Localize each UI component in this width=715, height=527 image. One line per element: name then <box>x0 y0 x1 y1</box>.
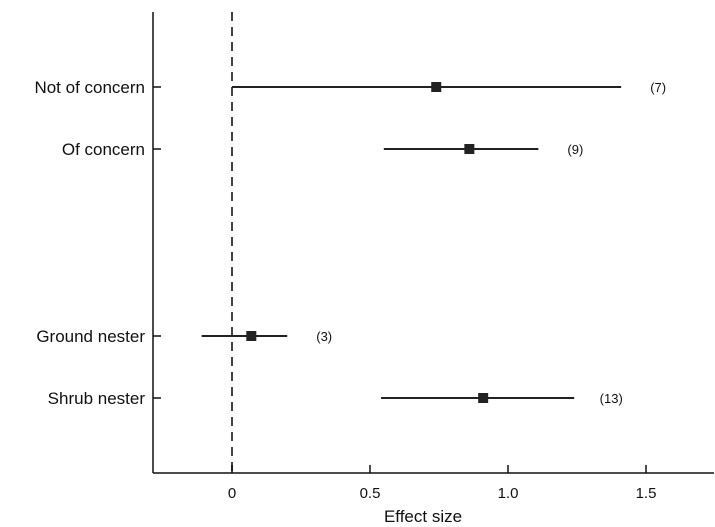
sample-size-label: (13) <box>600 391 623 406</box>
x-tick-label: 1.5 <box>636 485 657 502</box>
sample-size-label: (7) <box>650 80 666 95</box>
row-label: Not of concern <box>34 78 145 97</box>
point-estimate-marker <box>431 82 442 92</box>
sample-size-label: (3) <box>316 329 332 344</box>
forest-row: Shrub nester (13) <box>48 389 623 408</box>
x-axis-label: Effect size <box>384 507 462 526</box>
point-estimate-marker <box>246 331 257 341</box>
x-tick-label: 0.5 <box>360 485 381 502</box>
x-tick-label: 0 <box>228 485 236 502</box>
forest-rows: Not of concern (7) Of concern (9) Ground nes… <box>34 78 666 408</box>
x-tick-label: 1.0 <box>498 485 519 502</box>
x-axis-ticks: 0 0.5 1.0 1.5 <box>228 465 657 502</box>
row-label: Of concern <box>62 140 145 159</box>
point-estimate-marker <box>464 144 475 154</box>
forest-row: Not of concern (7) <box>34 78 666 97</box>
forest-row: Of concern (9) <box>62 140 583 159</box>
row-label: Ground nester <box>36 327 145 346</box>
point-estimate-marker <box>478 393 489 403</box>
row-label: Shrub nester <box>48 389 146 408</box>
forest-row: Ground nester (3) <box>36 327 332 346</box>
sample-size-label: (9) <box>567 142 583 157</box>
